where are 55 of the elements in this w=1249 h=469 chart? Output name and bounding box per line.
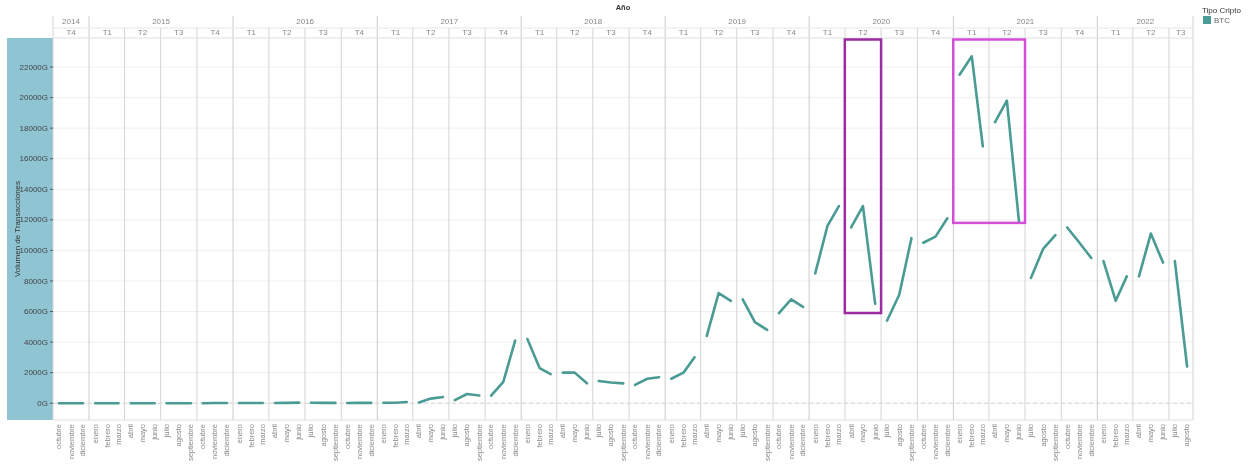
x2-tick-label: T4 <box>1074 28 1085 37</box>
y-tick-label: 16000G <box>19 154 48 164</box>
x2-tick-label: T3 <box>606 28 617 37</box>
y-tick-label: 8000G <box>23 276 48 286</box>
x2-tick-label: T4 <box>930 28 941 37</box>
x2-tick-label: T4 <box>210 28 221 37</box>
x2-tick-label: T3 <box>318 28 329 37</box>
x2-tick-label: T3 <box>894 28 905 37</box>
text: 2016 <box>296 17 315 26</box>
x2-tick-label: T1 <box>534 28 545 37</box>
text: 2018 <box>584 17 603 26</box>
legend-label: BTC <box>1214 16 1231 25</box>
x2-tick-label: T1 <box>246 28 257 37</box>
x2-tick-label: T3 <box>1038 28 1049 37</box>
y-tick-label: 12000G <box>19 215 48 225</box>
x2-tick-label: T1 <box>967 28 977 37</box>
x2-tick-label: T4 <box>354 28 365 37</box>
y-tick-label: 20000G <box>19 93 48 103</box>
y-tick-label: 14000G <box>19 184 48 194</box>
legend-title: Tipo Cripto <box>1202 6 1242 15</box>
x2-tick-label: T4 <box>498 28 509 37</box>
text: 2014 <box>62 17 81 26</box>
text: 2022 <box>1136 17 1155 26</box>
x2-tick-label: T1 <box>391 28 401 37</box>
y-tick-label: 0G <box>37 398 48 408</box>
x2-tick-label: T2 <box>137 28 148 37</box>
y-tick-label: 2000G <box>23 368 48 378</box>
y-tick-label: 4000G <box>23 337 48 347</box>
y-tick-label: 18000G <box>19 123 48 133</box>
text: 2015 <box>152 17 171 26</box>
x2-tick-label: T1 <box>678 28 689 37</box>
x2-tick-label: T3 <box>174 28 185 37</box>
x2-tick-label: T4 <box>66 28 77 37</box>
x2-tick-label: T4 <box>786 28 797 37</box>
y-tick-label: 6000G <box>23 307 48 317</box>
text: 2021 <box>1016 17 1035 26</box>
x2-tick-label: T2 <box>1002 28 1013 37</box>
x2-tick-label: T2 <box>713 28 724 37</box>
x2-tick-label: T3 <box>462 28 473 37</box>
x2-tick-label: T2 <box>570 28 580 37</box>
x2-tick-label: T1 <box>822 28 833 37</box>
x2-tick-label: T1 <box>1111 28 1121 37</box>
x2-tick-label: T3 <box>1176 28 1186 37</box>
y-tick-label: 10000G <box>19 245 48 255</box>
x2-tick-label: T2 <box>858 28 869 37</box>
x2-tick-label: T1 <box>102 28 113 37</box>
x2-tick-label: T2 <box>282 28 293 37</box>
text: 2019 <box>728 17 747 26</box>
x2-tick-label: T2 <box>1146 28 1157 37</box>
y-tick-label: 22000G <box>19 62 48 72</box>
text: 2020 <box>872 17 891 26</box>
text: 2017 <box>440 17 459 26</box>
x2-tick-label: T2 <box>426 28 436 37</box>
x2-tick-label: T3 <box>750 28 761 37</box>
x2-tick-label: T4 <box>642 28 653 37</box>
